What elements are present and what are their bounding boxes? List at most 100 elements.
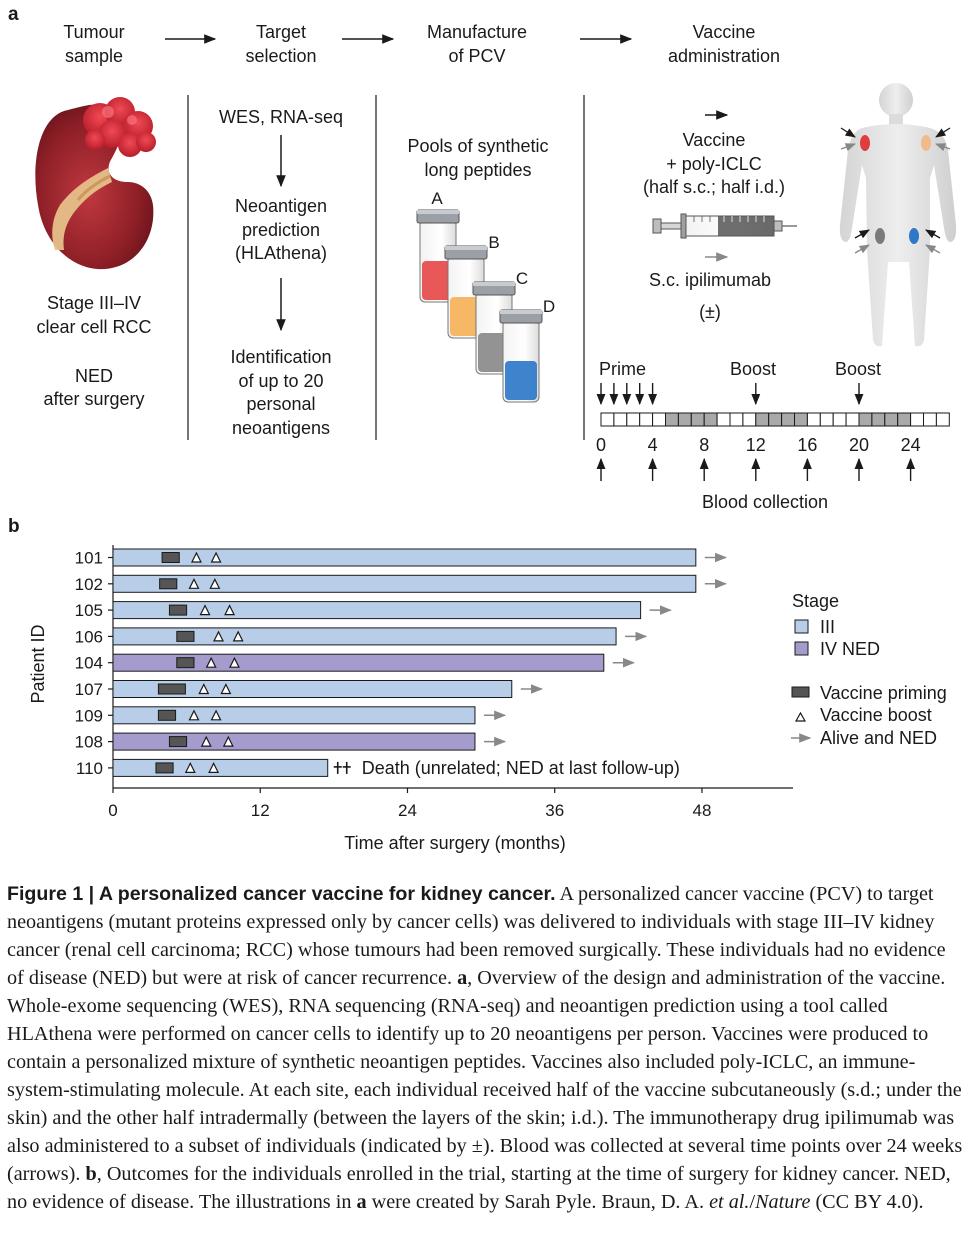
boost-label-1: Boost	[730, 359, 776, 379]
boost-marker-109	[210, 709, 222, 721]
legend-stage-iv: IV NED	[820, 639, 880, 659]
plus-minus-label: (±)	[699, 302, 721, 322]
caption-ref-a2: a	[356, 1191, 367, 1213]
ipilimumab-label: S.c. ipilimumab	[649, 270, 771, 290]
panel-a-letter: a	[8, 4, 19, 25]
figure-svg: a Tumour sample Target selection Manufac…	[8, 4, 957, 853]
caption-part4: were created by Sarah Pyle. Braun, D. A.	[366, 1191, 710, 1213]
tube-cap-highlight	[473, 282, 515, 286]
timeline-week-cell	[742, 412, 757, 427]
boost-marker-108	[222, 735, 234, 747]
tube-label-C: C	[516, 269, 528, 288]
caption-part5: /	[749, 1191, 756, 1213]
timeline-week-cell	[768, 412, 783, 427]
timeline-week-cell	[794, 412, 808, 427]
tube-A: A	[416, 189, 460, 303]
boost-marker-101	[190, 551, 202, 563]
tube-cap-highlight	[417, 210, 459, 214]
tumour-ned-line1: NED	[75, 366, 113, 386]
step-administration-line2: administration	[668, 46, 780, 66]
timeline-week-cell	[845, 412, 860, 427]
legend-swatch-stage-iii	[794, 619, 809, 634]
tube-cap-highlight	[500, 310, 542, 314]
wes-label: WES, RNA-seq	[219, 107, 343, 127]
x-axis-label: Time after surgery (months)	[344, 833, 565, 853]
priming-marker-108	[168, 736, 188, 748]
timeline-tick-12: 12	[746, 435, 766, 455]
boost-marker-106	[232, 630, 244, 642]
step-manufacture-line2: of PCV	[448, 46, 505, 66]
caption-part6: (CC BY 4.0).	[810, 1191, 924, 1213]
timeline-week-cell	[639, 412, 654, 427]
timeline-week-cell	[652, 412, 666, 427]
timeline-week-cell	[897, 412, 912, 427]
timeline-week-cell	[832, 412, 847, 427]
boost-marker-104	[229, 656, 240, 668]
legend-priming-icon	[791, 686, 810, 698]
caption-ref-a: a	[457, 967, 468, 989]
outcomes-chart: 0 12 24 36 48 101 102 105 106 104 107 109 108 110 Deat…	[75, 545, 793, 820]
patient-id-105: 105	[75, 601, 103, 620]
timeline-week-cell	[690, 412, 705, 427]
patient-id-104: 104	[75, 654, 103, 673]
tumour-stage-line1: Stage III–IV	[47, 293, 141, 313]
boost-marker-106	[213, 630, 224, 642]
boost-marker-109	[188, 709, 200, 721]
boost-label-2: Boost	[835, 359, 881, 379]
tumour-stage-line2: clear cell RCC	[36, 317, 151, 337]
identification-line1: Identification	[230, 347, 331, 367]
timeline-week-cell	[806, 412, 821, 427]
tube-liquid	[450, 297, 482, 336]
boost-marker-110	[208, 762, 220, 773]
step-target-line2: selection	[245, 46, 316, 66]
tube-label-B: B	[488, 233, 499, 252]
panel-b-letter: b	[8, 516, 20, 537]
patient-id-106: 106	[75, 627, 103, 646]
pools-line1: Pools of synthetic	[407, 136, 548, 156]
tumour-ned-line2: after surgery	[43, 389, 144, 409]
timeline-tick-4: 4	[648, 435, 658, 455]
timeline-tick-16: 16	[797, 435, 817, 455]
tube-label-A: A	[431, 189, 443, 208]
priming-marker-104	[176, 657, 195, 669]
x-tick-label-24: 24	[398, 801, 417, 820]
patient-id-109: 109	[75, 706, 103, 725]
step-tumour-line1: Tumour	[63, 22, 124, 42]
identification-line2: of up to 20	[238, 371, 323, 391]
identification-line4: neoantigens	[232, 418, 330, 438]
caption-ref-b: b	[85, 1163, 97, 1185]
vaccination-timeline: 0 4 8 12 16 20 24	[596, 383, 950, 481]
timeline-week-cell	[729, 412, 744, 427]
timeline-week-cell	[600, 412, 615, 427]
legend-priming: Vaccine priming	[820, 683, 947, 703]
patient-bar-105	[112, 601, 642, 620]
vaccine-line3: (half s.c.; half i.d.)	[643, 177, 785, 197]
x-tick-label-0: 0	[108, 801, 117, 820]
timeline-week-cell	[781, 412, 795, 427]
boost-marker-107	[198, 683, 210, 695]
timeline-week-cell	[935, 412, 950, 427]
timeline-week-cell	[626, 412, 641, 427]
figure-caption: Figure 1 | A personalized cancer vaccine…	[7, 880, 965, 1216]
caption-part1: A personalized cancer vaccine (PCV) to t…	[7, 883, 946, 989]
tube-liquid	[505, 361, 537, 400]
chart-legend: Stage III IV NED Vaccine priming Vaccine…	[791, 591, 947, 748]
patient-id-107: 107	[75, 680, 103, 699]
boost-marker-110	[184, 762, 196, 773]
death-note-110: Death (unrelated; NED at last follow-up)	[362, 758, 680, 778]
body-silhouette	[839, 83, 957, 347]
legend-swatch-stage-iv	[794, 641, 809, 656]
caption-journal: Nature	[755, 1191, 811, 1213]
step-manufacture-line1: Manufacture	[427, 22, 527, 42]
x-tick-label-12: 12	[251, 801, 270, 820]
timeline-week-cell	[716, 412, 731, 427]
legend-stage-iii: III	[820, 617, 835, 637]
tube-D: D	[499, 297, 555, 403]
timeline-week-cell	[819, 412, 834, 427]
patient-id-102: 102	[75, 575, 103, 594]
patient-bar-102	[112, 574, 697, 593]
prediction-line1: Neoantigen	[235, 196, 327, 216]
patient-bar-110	[112, 758, 329, 777]
timeline-week-cell	[613, 412, 628, 427]
patient-bar-109	[112, 706, 476, 725]
